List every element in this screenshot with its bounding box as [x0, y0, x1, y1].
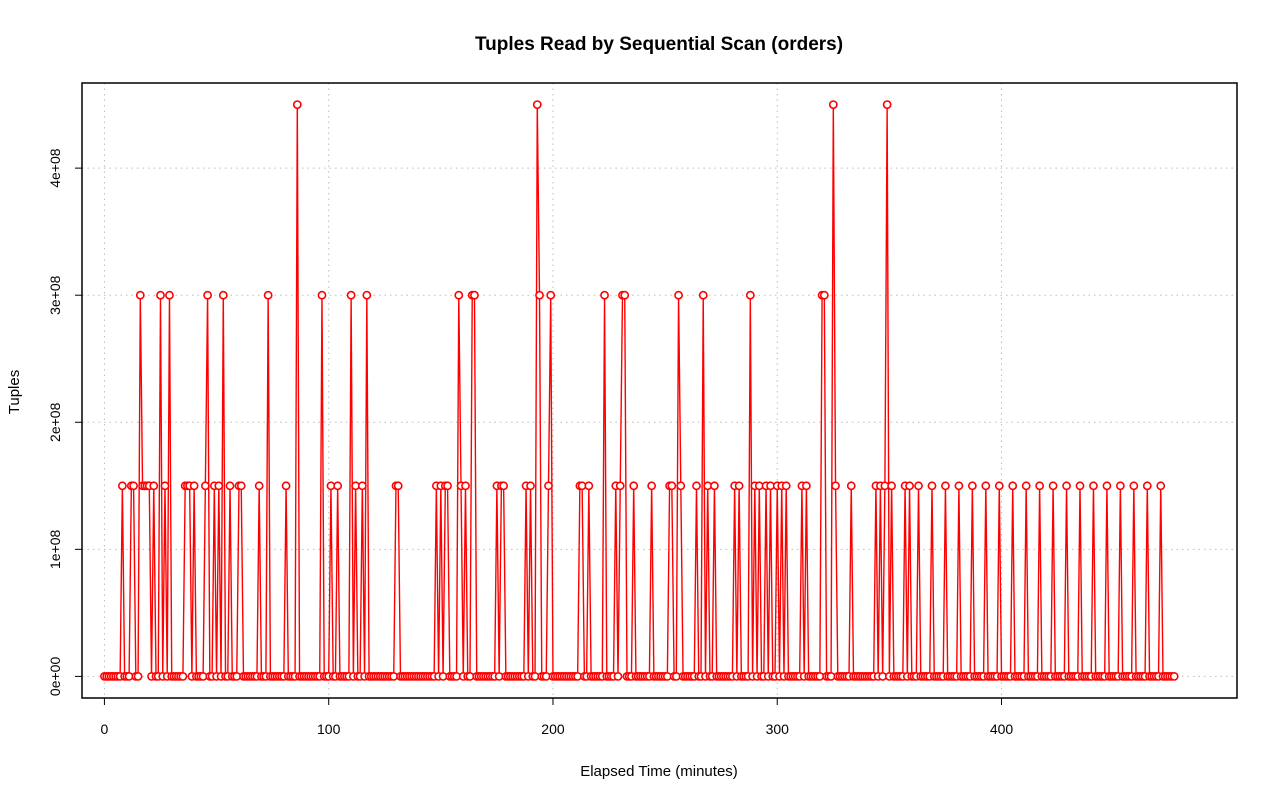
data-point — [218, 290, 228, 300]
data-point — [1008, 481, 1018, 491]
data-point — [189, 481, 199, 491]
data-point — [781, 481, 791, 491]
y-tick-label: 4e+08 — [47, 148, 63, 188]
data-point — [927, 481, 937, 491]
data-point — [600, 290, 609, 300]
data-point — [1169, 671, 1179, 681]
data-point — [178, 671, 188, 681]
data-point — [263, 290, 273, 300]
data-point — [129, 481, 138, 491]
data-point — [346, 290, 356, 300]
data-point — [846, 481, 856, 491]
y-tick-label: 1e+08 — [47, 529, 63, 569]
data-point — [393, 481, 403, 491]
data-point — [905, 481, 914, 491]
data-point — [698, 290, 708, 300]
data-point — [357, 481, 367, 491]
data-point — [292, 100, 302, 110]
data-point — [254, 481, 264, 491]
data-point — [613, 671, 623, 681]
data-point — [160, 481, 170, 491]
data-point — [200, 481, 210, 491]
data-point — [1129, 481, 1139, 491]
data-point — [1102, 481, 1112, 491]
data-point — [882, 100, 892, 110]
data-point — [667, 481, 677, 491]
data-point — [133, 671, 143, 681]
data-point — [535, 290, 544, 300]
data-point — [831, 481, 840, 491]
y-tick-label: 0e+00 — [47, 657, 63, 697]
data-point — [1142, 481, 1152, 491]
chart-title: Tuples Read by Sequential Scan (orders) — [475, 34, 843, 55]
data-point — [149, 481, 159, 491]
data-point — [317, 290, 327, 300]
data-point — [1156, 481, 1166, 491]
data-point — [499, 481, 509, 491]
data-point — [225, 481, 235, 491]
data-point — [819, 290, 829, 300]
plot-frame — [81, 82, 1238, 699]
data-point — [1089, 481, 1098, 491]
data-point — [615, 481, 625, 491]
data-point — [526, 481, 535, 491]
data-point — [203, 290, 212, 300]
x-axis: 0 100 200 300 400 — [101, 698, 1014, 737]
data-point — [629, 481, 639, 491]
data-point — [117, 481, 127, 491]
data-point — [914, 481, 923, 491]
data-point — [165, 290, 174, 300]
x-tick-label: 100 — [317, 721, 341, 737]
data-point — [994, 481, 1004, 491]
data-point — [135, 290, 145, 300]
data-point — [1035, 481, 1045, 491]
data-point — [745, 290, 755, 300]
data-point — [362, 290, 372, 300]
data-point — [620, 290, 630, 300]
y-tick-label: 3e+08 — [47, 275, 63, 315]
data-point — [647, 481, 657, 491]
data-point — [236, 481, 246, 491]
data-point — [941, 481, 950, 491]
data-point — [710, 481, 719, 491]
y-axis: 0e+00 1e+08 2e+08 3e+08 4e+08 — [47, 148, 82, 696]
data-point — [544, 481, 553, 491]
x-axis-label: Elapsed Time (minutes) — [580, 763, 738, 780]
y-tick-label: 2e+08 — [47, 402, 63, 442]
data-point — [828, 100, 838, 110]
x-tick-label: 0 — [101, 721, 109, 737]
data-point — [461, 481, 470, 491]
data-point — [156, 290, 165, 300]
series-markers — [100, 100, 1179, 681]
x-tick-label: 400 — [990, 721, 1014, 737]
data-point — [546, 290, 556, 300]
data-point — [734, 481, 744, 491]
data-point — [584, 481, 594, 491]
data-point — [470, 290, 479, 300]
data-point — [954, 481, 964, 491]
data-point — [981, 481, 991, 491]
y-axis-label: Tuples — [6, 370, 23, 414]
data-point — [801, 481, 811, 491]
data-point — [1062, 481, 1071, 491]
x-tick-label: 200 — [541, 721, 565, 737]
x-tick-label: 300 — [766, 721, 790, 737]
data-point — [454, 290, 464, 300]
data-point — [1075, 481, 1085, 491]
data-point — [676, 481, 686, 491]
data-point — [532, 100, 542, 110]
data-point — [674, 290, 683, 300]
data-point — [214, 481, 224, 491]
data-point — [692, 481, 701, 491]
data-point — [1115, 481, 1125, 491]
data-point — [333, 481, 343, 491]
data-point — [967, 481, 977, 491]
data-point — [281, 481, 291, 491]
data-point — [887, 481, 897, 491]
data-point — [443, 481, 452, 491]
data-point — [1021, 481, 1031, 491]
data-point — [1048, 481, 1058, 491]
